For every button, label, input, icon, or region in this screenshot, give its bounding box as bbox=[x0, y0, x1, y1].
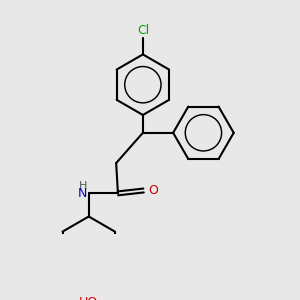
Text: H: H bbox=[79, 181, 87, 190]
Text: HO: HO bbox=[79, 296, 98, 300]
Text: N: N bbox=[78, 187, 87, 200]
Text: Cl: Cl bbox=[137, 24, 149, 37]
Text: O: O bbox=[148, 184, 158, 197]
